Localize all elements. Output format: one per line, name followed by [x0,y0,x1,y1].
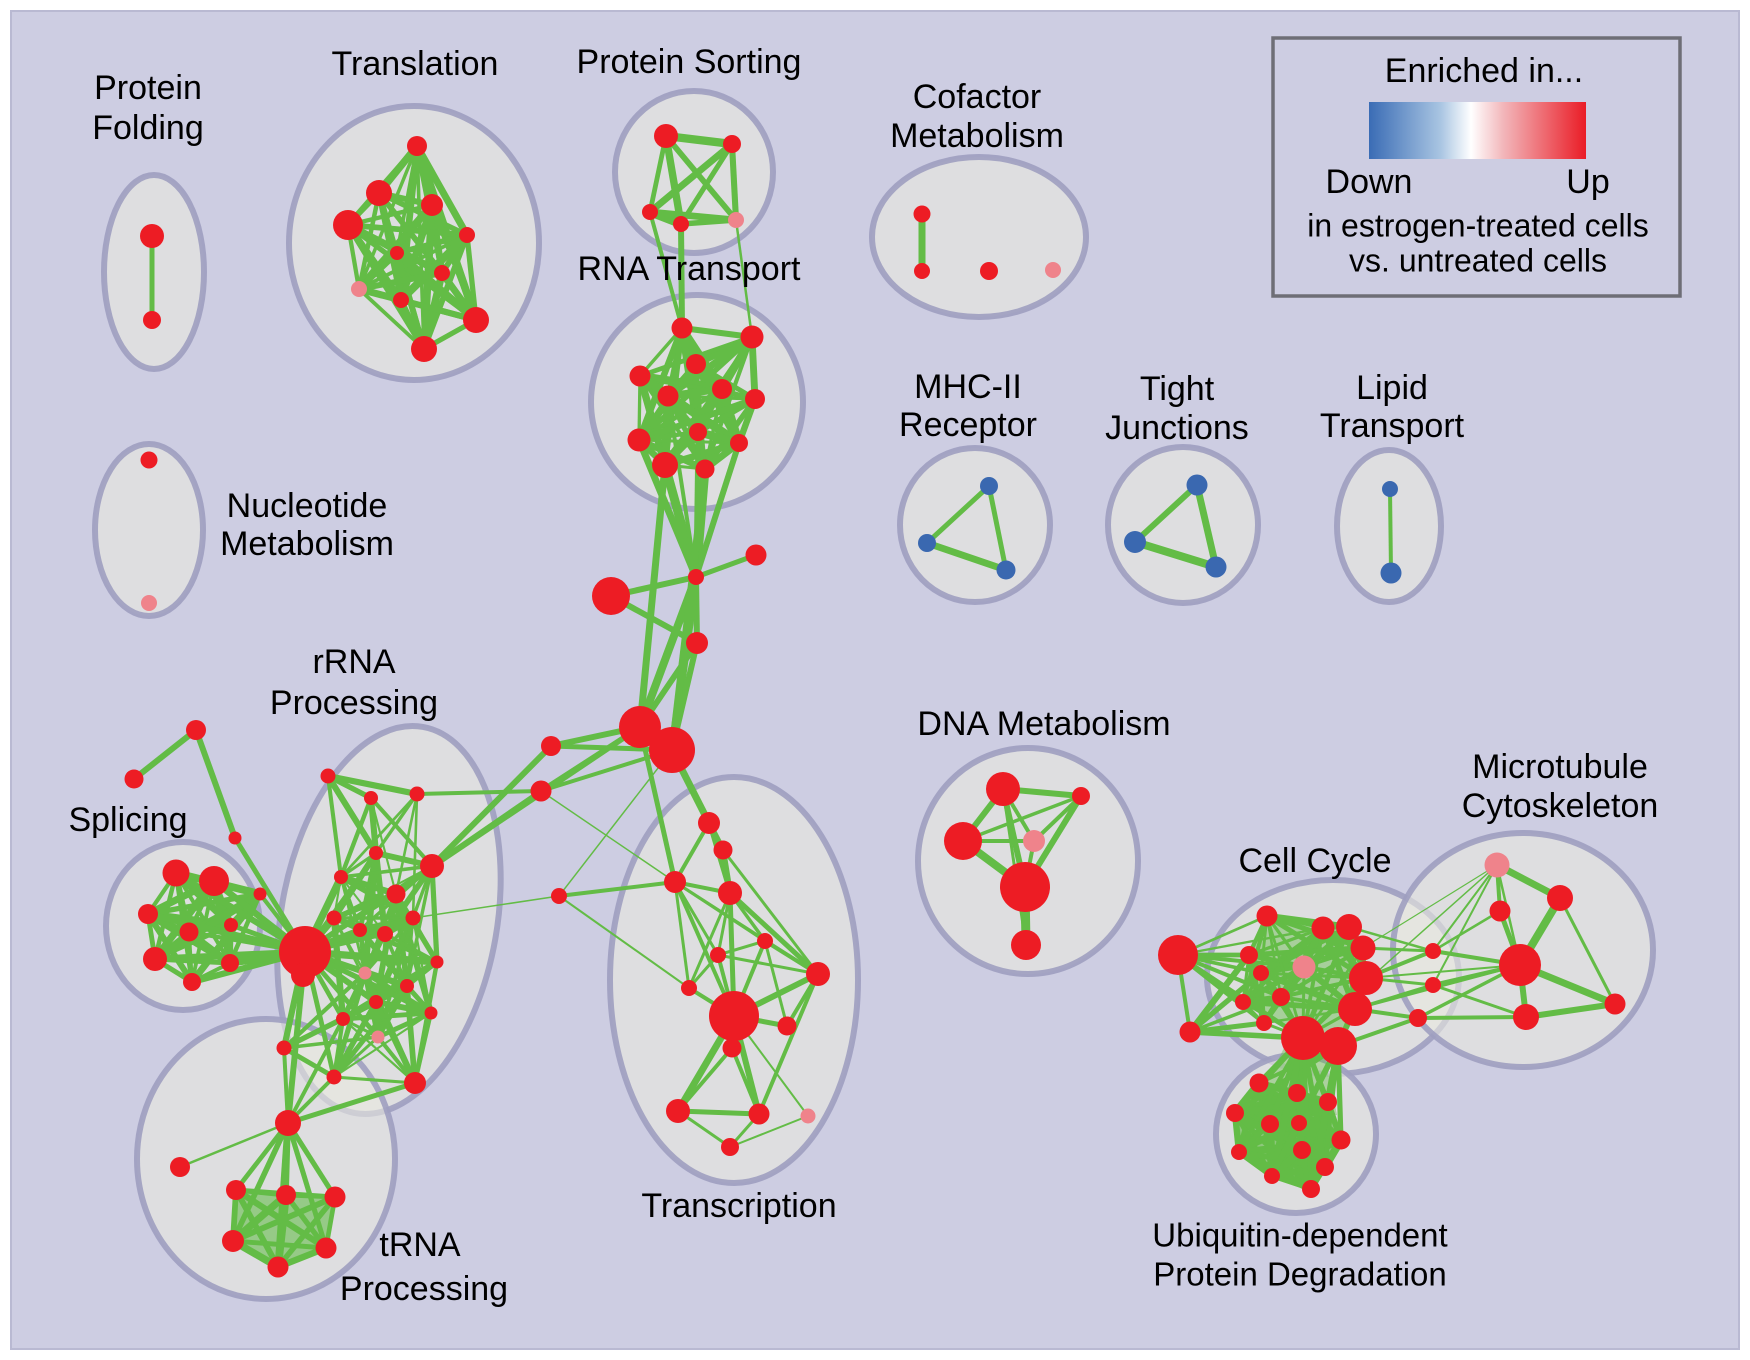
svg-text:Junctions: Junctions [1105,409,1249,447]
svg-text:RNA Transport: RNA Transport [578,250,802,288]
svg-text:Enriched in...: Enriched in... [1385,52,1583,90]
svg-text:Protein Degradation: Protein Degradation [1153,1256,1447,1293]
svg-text:Transcription: Transcription [641,1187,836,1225]
svg-text:Processing: Processing [270,684,438,722]
svg-text:Folding: Folding [92,109,204,147]
svg-text:tRNA: tRNA [379,1226,461,1264]
svg-text:Up: Up [1566,163,1609,201]
svg-text:Receptor: Receptor [899,406,1037,444]
svg-text:in estrogen-treated cells: in estrogen-treated cells [1307,207,1649,243]
svg-text:Protein: Protein [94,69,202,107]
svg-text:Microtubule: Microtubule [1472,748,1648,786]
svg-text:Metabolism: Metabolism [220,525,394,563]
svg-text:Cytoskeleton: Cytoskeleton [1462,787,1659,825]
svg-text:Splicing: Splicing [68,801,187,839]
svg-text:vs. untreated cells: vs. untreated cells [1349,242,1607,278]
svg-text:Lipid: Lipid [1356,369,1428,407]
svg-text:Nucleotide: Nucleotide [227,487,388,525]
svg-text:Ubiquitin-dependent: Ubiquitin-dependent [1152,1217,1447,1254]
svg-text:rRNA: rRNA [312,643,395,681]
svg-text:Metabolism: Metabolism [890,117,1064,155]
svg-text:Processing: Processing [340,1270,508,1308]
svg-text:Translation: Translation [332,45,499,83]
svg-text:Cofactor: Cofactor [913,78,1042,116]
svg-text:MHC-II: MHC-II [914,368,1022,406]
svg-text:Protein Sorting: Protein Sorting [577,43,802,81]
svg-text:DNA Metabolism: DNA Metabolism [917,705,1170,743]
svg-text:Cell Cycle: Cell Cycle [1238,842,1391,880]
svg-text:Down: Down [1326,163,1413,201]
svg-text:Transport: Transport [1320,407,1465,445]
svg-text:Tight: Tight [1140,370,1215,408]
